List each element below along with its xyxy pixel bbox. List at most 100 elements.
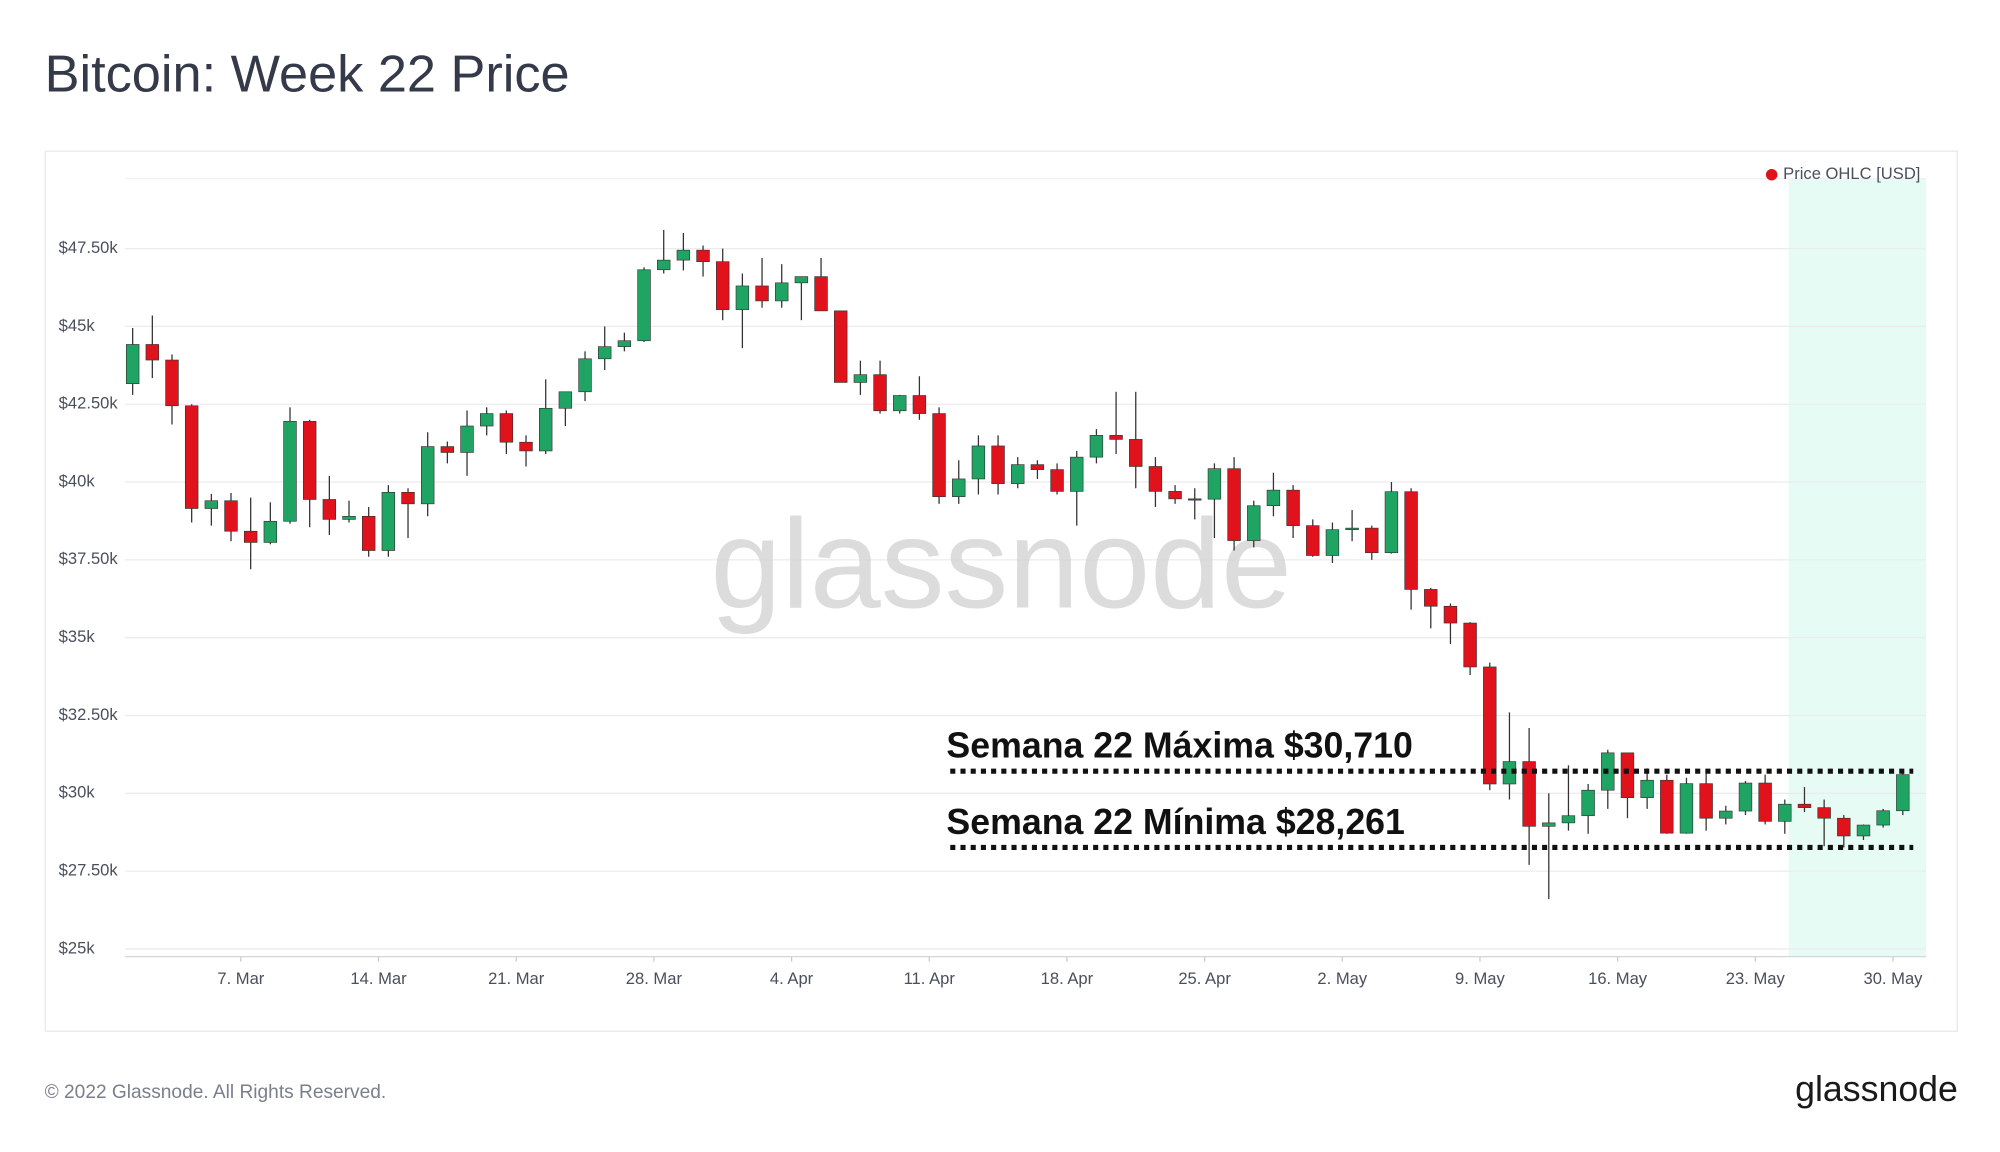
candle-body <box>460 425 474 453</box>
y-tick-label: $47.50k <box>59 238 119 257</box>
candle-body <box>1365 527 1379 554</box>
candle-body <box>322 499 337 520</box>
candle-body <box>1856 824 1871 837</box>
candle-body <box>1207 468 1222 500</box>
candle-body <box>440 446 455 453</box>
candle-body <box>1679 783 1694 834</box>
candle-body <box>1070 456 1084 492</box>
y-tick-label: $40k <box>59 471 96 490</box>
candle-body <box>361 515 376 551</box>
candle-body <box>1542 822 1556 827</box>
candle-body <box>1188 498 1202 501</box>
candle-body <box>1640 779 1654 798</box>
candle-body <box>420 446 435 505</box>
candle-body <box>1129 439 1143 467</box>
candle-body <box>263 520 278 543</box>
candle-body <box>814 276 828 312</box>
watermark: glassnode <box>711 494 1292 636</box>
chart-frame <box>44 150 1958 1032</box>
candle-body <box>401 492 415 505</box>
candle-body <box>1876 810 1890 826</box>
candle-body <box>1896 774 1910 812</box>
highlight-region <box>1788 178 1927 957</box>
candle-body <box>302 421 317 500</box>
candle-body <box>1699 783 1713 819</box>
candle-body <box>716 261 730 310</box>
candle-body <box>1581 789 1595 817</box>
candle-body <box>204 500 219 509</box>
candle-body <box>1325 529 1340 556</box>
x-tick-label: 7. Mar <box>217 969 264 988</box>
candle-body <box>952 478 966 497</box>
legend-label: Price OHLC [USD] <box>1783 164 1920 183</box>
candle-body <box>1168 491 1182 500</box>
candle-body <box>1266 489 1281 507</box>
candle-body <box>1797 803 1812 808</box>
candle-body <box>1778 803 1792 822</box>
candle-body <box>912 395 927 414</box>
y-tick-label: $25k <box>59 938 96 957</box>
candle-body <box>125 344 140 385</box>
candle-body <box>519 441 533 452</box>
candle-body <box>1561 815 1576 824</box>
candle-body <box>1148 466 1163 492</box>
x-tick-label: 11. Apr <box>904 969 956 988</box>
candle-body <box>617 340 632 347</box>
candle-body <box>578 358 592 393</box>
candle-body <box>1227 468 1241 541</box>
candle-body <box>1109 435 1123 440</box>
candle-body <box>1817 807 1831 819</box>
candle-body <box>184 405 199 509</box>
candle-body <box>342 515 356 520</box>
candle-body <box>480 413 494 427</box>
candle-body <box>1719 810 1733 819</box>
footer: © 2022 Glassnode. All Rights Reserved. <box>45 1082 387 1103</box>
x-tick-label: 25. Apr <box>1178 969 1231 988</box>
candle-body <box>755 285 769 302</box>
candle-body <box>1620 752 1635 798</box>
candle-body <box>657 259 671 271</box>
x-tick-label: 14. Mar <box>350 969 407 988</box>
x-tick-label: 30. May <box>1863 969 1923 988</box>
candle-body <box>1443 605 1458 624</box>
candle-body <box>1247 505 1261 541</box>
x-tick-label: 16. May <box>1588 969 1648 988</box>
logo: glassnode <box>1795 1069 1958 1109</box>
y-tick-label: $35k <box>59 627 96 646</box>
y-tick-label: $27.50k <box>59 861 119 880</box>
candle-body <box>1483 666 1497 785</box>
x-tick-label: 2. May <box>1317 969 1367 988</box>
candle-body <box>991 445 1005 484</box>
candle-body <box>539 407 553 452</box>
y-tick-label: $30k <box>59 783 96 802</box>
candle-body <box>1089 435 1104 458</box>
candle-body <box>1738 782 1753 812</box>
candle-body <box>283 421 297 522</box>
candle-body <box>381 492 396 551</box>
candle-body <box>1463 622 1477 668</box>
candle-body <box>145 344 160 361</box>
candle-body <box>1030 464 1045 470</box>
x-tick-label: 18. Apr <box>1041 969 1094 988</box>
candle-body <box>676 249 691 261</box>
candle-body <box>1660 779 1674 834</box>
chart-title: Bitcoin: Week 22 Price <box>45 46 570 104</box>
candle-body <box>1345 527 1359 530</box>
x-tick-label: 23. May <box>1726 969 1786 988</box>
candle-body <box>1837 817 1851 837</box>
candle-body <box>1384 491 1399 554</box>
y-tick-label: $37.50k <box>59 549 119 568</box>
x-tick-label: 4. Apr <box>770 969 814 988</box>
candle-body <box>735 285 750 310</box>
candle-body <box>1050 469 1064 492</box>
annotation-label: Semana 22 Mínima $28,261 <box>946 802 1404 842</box>
candle-body <box>696 249 710 262</box>
candle-body <box>1306 525 1320 556</box>
candle-body <box>1404 491 1418 590</box>
candle-body <box>775 282 789 302</box>
x-tick-label: 21. Mar <box>488 969 545 988</box>
x-tick-label: 28. Mar <box>626 969 683 988</box>
candle-body <box>1522 761 1536 827</box>
